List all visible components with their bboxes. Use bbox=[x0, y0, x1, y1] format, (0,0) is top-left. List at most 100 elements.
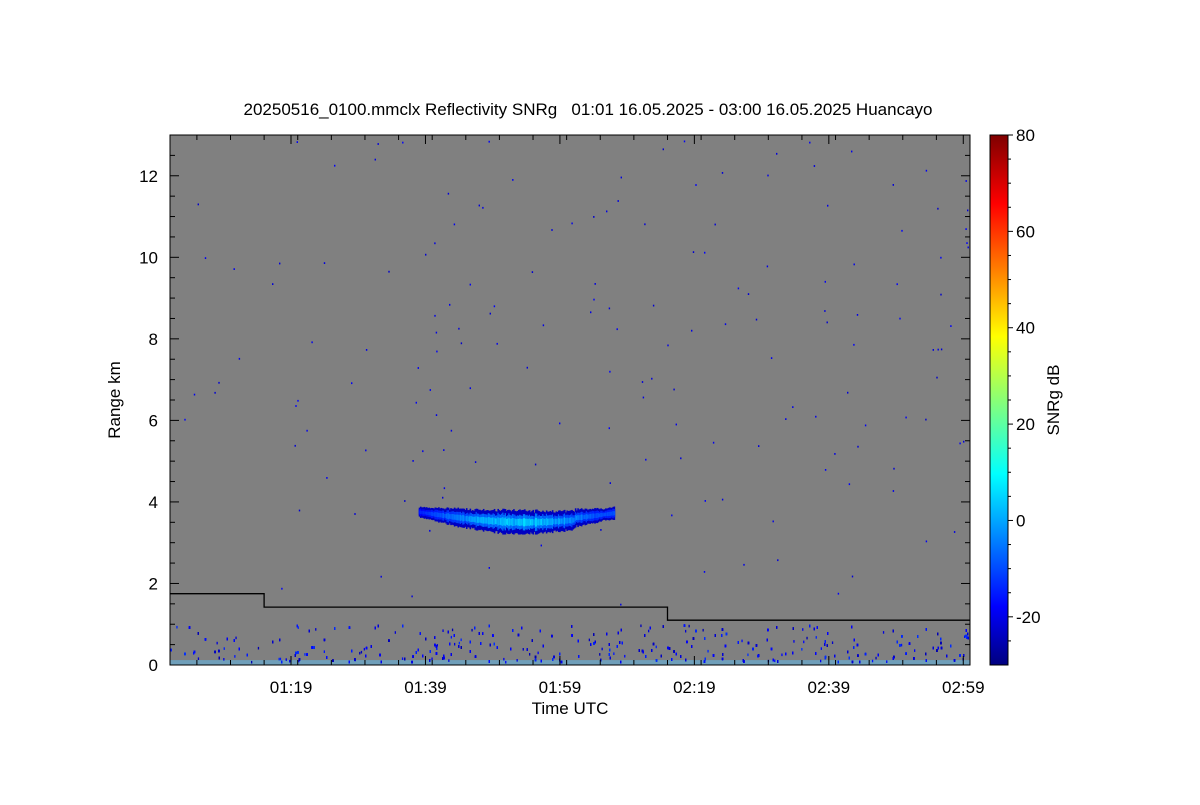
noise-pixel bbox=[853, 263, 855, 266]
clutter-pixel bbox=[278, 657, 280, 661]
noise-pixel bbox=[474, 461, 477, 463]
clutter-pixel bbox=[542, 644, 544, 648]
clutter-pixel bbox=[422, 654, 424, 658]
cloud-peak bbox=[496, 518, 498, 525]
clutter-pixel bbox=[540, 659, 542, 663]
clutter-pixel bbox=[306, 653, 308, 656]
clutter-pixel bbox=[512, 629, 514, 632]
clutter-pixel bbox=[801, 648, 803, 651]
noise-pixel bbox=[721, 172, 724, 174]
clutter-pixel bbox=[892, 629, 894, 633]
clutter-pixel bbox=[551, 634, 553, 638]
cloud-peak bbox=[436, 512, 439, 518]
noise-pixel bbox=[848, 483, 851, 486]
cloud-peak bbox=[490, 517, 492, 525]
clutter-pixel bbox=[609, 648, 611, 652]
noise-pixel bbox=[450, 429, 453, 432]
cloud-peak bbox=[459, 514, 462, 521]
cloud-peak bbox=[445, 513, 447, 518]
cloud-peak bbox=[453, 514, 456, 520]
cloud-peak bbox=[563, 517, 566, 525]
clutter-pixel bbox=[450, 635, 452, 639]
clutter-pixel bbox=[655, 645, 657, 649]
cloud-peak bbox=[476, 516, 479, 523]
clutter-pixel bbox=[644, 634, 646, 637]
clutter-pixel bbox=[831, 641, 834, 644]
clutter-pixel bbox=[959, 654, 961, 657]
cloud-peak bbox=[574, 515, 577, 521]
clutter-pixel bbox=[521, 626, 523, 630]
noise-pixel bbox=[377, 143, 379, 145]
noise-pixel bbox=[233, 268, 235, 270]
noise-pixel bbox=[673, 388, 675, 391]
noise-pixel bbox=[940, 256, 942, 259]
clutter-pixel bbox=[950, 644, 952, 648]
noise-pixel bbox=[792, 406, 794, 408]
cloud-peak bbox=[549, 518, 552, 526]
noise-pixel bbox=[415, 401, 417, 404]
clutter-pixel bbox=[453, 634, 455, 637]
noise-pixel bbox=[703, 571, 706, 573]
noise-pixel bbox=[851, 150, 853, 153]
cloud-peak bbox=[590, 513, 593, 519]
clutter-pixel bbox=[613, 652, 615, 655]
clutter-pixel bbox=[668, 647, 671, 650]
clutter-pixel bbox=[936, 649, 938, 652]
noise-pixel bbox=[374, 158, 376, 161]
noise-pixel bbox=[197, 203, 199, 206]
cloud-peak bbox=[560, 518, 562, 524]
noise-pixel bbox=[642, 396, 645, 399]
clutter-pixel bbox=[434, 643, 436, 647]
noise-pixel bbox=[901, 229, 903, 232]
cloud-peak bbox=[585, 513, 588, 520]
clutter-pixel bbox=[218, 656, 220, 660]
clutter-pixel bbox=[593, 642, 595, 645]
clutter-pixel bbox=[443, 656, 445, 660]
y-tick-label: 0 bbox=[149, 656, 158, 675]
cloud-peak bbox=[605, 512, 607, 517]
noise-pixel bbox=[813, 165, 816, 167]
clutter-pixel bbox=[741, 639, 743, 643]
clutter-pixel bbox=[704, 657, 706, 661]
clutter-pixel bbox=[534, 658, 537, 662]
cloud-peak bbox=[556, 518, 559, 524]
clutter-pixel bbox=[510, 647, 512, 651]
clutter-pixel bbox=[552, 658, 554, 661]
clutter-pixel bbox=[827, 632, 829, 635]
clutter-pixel bbox=[675, 652, 677, 656]
clutter-pixel bbox=[781, 653, 783, 657]
cloud-peak bbox=[567, 517, 570, 524]
noise-pixel bbox=[489, 312, 491, 315]
clutter-pixel bbox=[940, 641, 942, 645]
noise-pixel bbox=[458, 327, 460, 330]
clutter-pixel bbox=[853, 646, 855, 649]
cloud-peak bbox=[533, 519, 536, 526]
clutter-pixel bbox=[233, 639, 235, 642]
clutter-pixel bbox=[620, 628, 622, 632]
noise-pixel bbox=[488, 567, 490, 569]
clutter-pixel bbox=[721, 628, 724, 631]
cloud-peak bbox=[601, 512, 604, 517]
y-tick-label: 4 bbox=[149, 493, 158, 512]
clutter-pixel bbox=[415, 651, 417, 654]
cloud-peak bbox=[534, 517, 537, 527]
noise-pixel bbox=[294, 444, 296, 447]
cloud-peak bbox=[485, 517, 487, 524]
noise-pixel bbox=[695, 184, 697, 186]
cloud-peak bbox=[484, 517, 486, 524]
clutter-pixel bbox=[913, 657, 915, 660]
noise-pixel bbox=[691, 329, 693, 332]
cloud-peak bbox=[441, 512, 444, 518]
x-axis-label: Time UTC bbox=[532, 699, 609, 718]
clutter-pixel bbox=[755, 644, 758, 647]
cloud-peak bbox=[450, 514, 452, 520]
cloud-peak bbox=[572, 517, 575, 523]
clutter-pixel bbox=[826, 644, 828, 647]
cloud-peak bbox=[550, 518, 553, 525]
cloud-peak bbox=[578, 515, 581, 520]
clutter-pixel bbox=[847, 650, 849, 654]
clutter-pixel bbox=[454, 642, 456, 646]
clutter-pixel bbox=[752, 647, 754, 651]
clutter-pixel bbox=[802, 628, 804, 631]
cloud-peak bbox=[492, 517, 495, 525]
